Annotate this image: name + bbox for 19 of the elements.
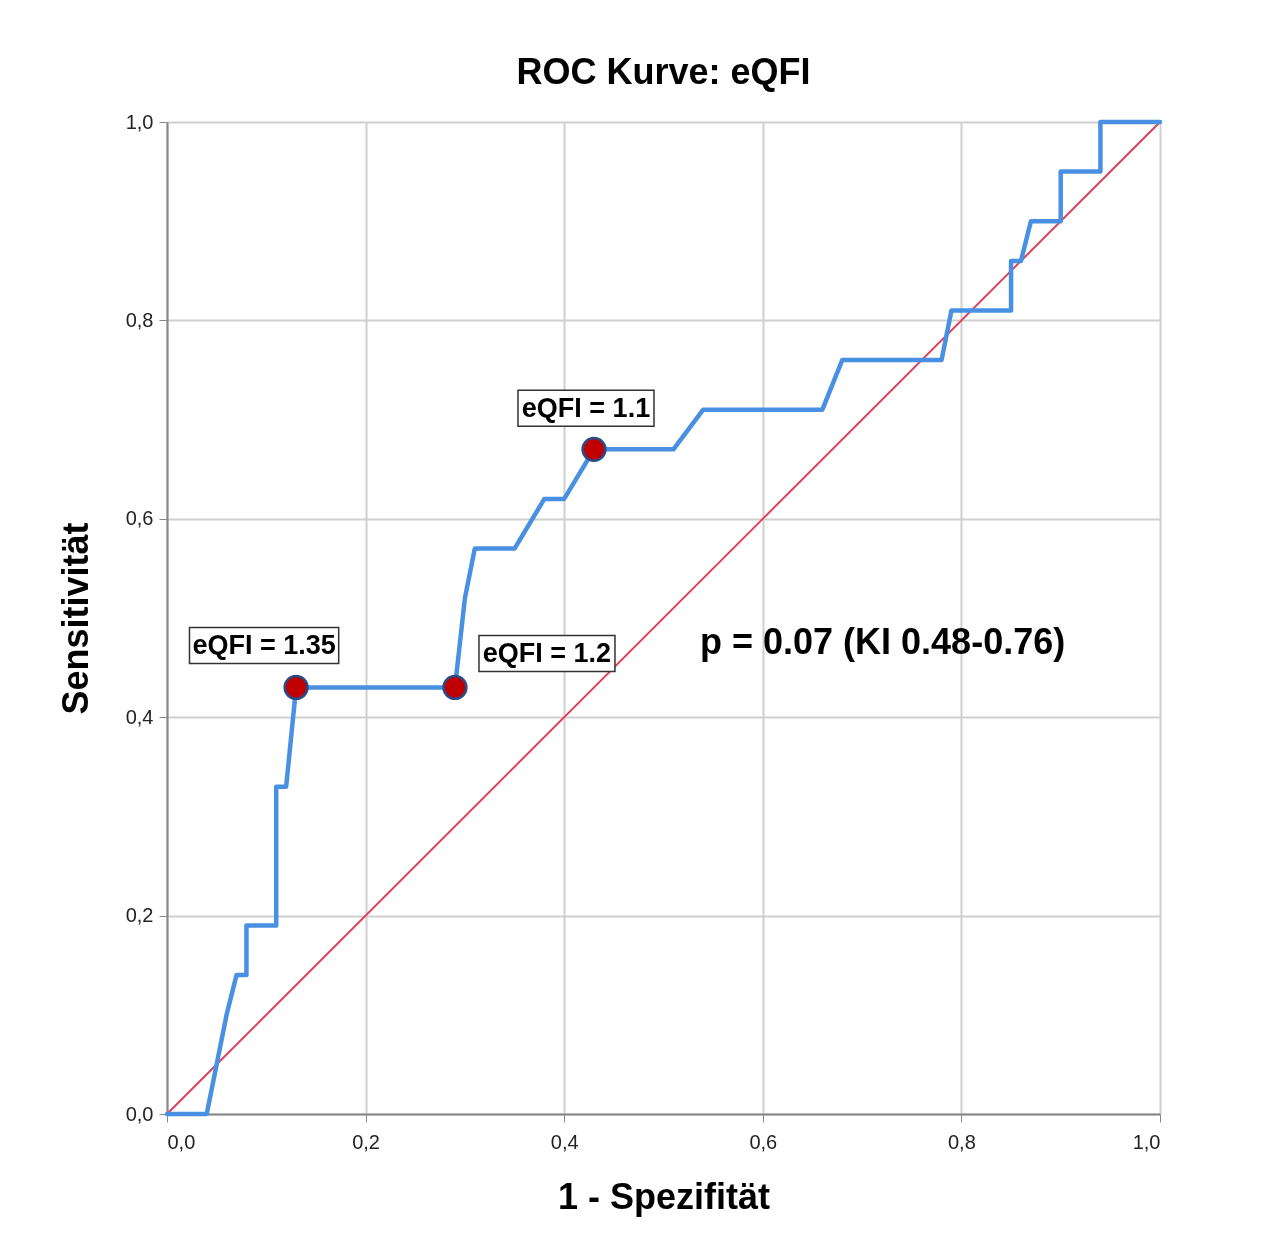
y-tick-label: 0,8 <box>125 308 154 331</box>
y-tick-label: 1,0 <box>125 110 154 133</box>
y-tick-label: 0,2 <box>125 904 154 927</box>
annotation: p = 0.07 (KI 0.48-0.76) <box>700 621 1066 662</box>
y-tick-label: 0,6 <box>125 507 154 530</box>
x-axis-title: 1 - Spezifität <box>557 1175 771 1217</box>
x-tick-label: 0,6 <box>749 1130 778 1153</box>
x-tick-label: 0,4 <box>550 1130 579 1153</box>
x-tick-label: 0,0 <box>167 1130 196 1153</box>
x-tick-label: 0,2 <box>352 1130 381 1153</box>
x-tick-label: 0,8 <box>947 1130 976 1153</box>
x-tick-label: 1,0 <box>1132 1130 1161 1153</box>
chart-title: ROC Kurve: eQFI <box>516 51 811 92</box>
annotation: eQFI = 1.35 <box>192 630 336 661</box>
y-axis-title: Sensitivität <box>54 522 96 715</box>
annotation: eQFI = 1.1 <box>521 393 651 424</box>
annotation: eQFI = 1.2 <box>482 638 612 669</box>
y-tick-label: 0,0 <box>125 1102 154 1125</box>
y-tick-label: 0,4 <box>125 705 154 728</box>
